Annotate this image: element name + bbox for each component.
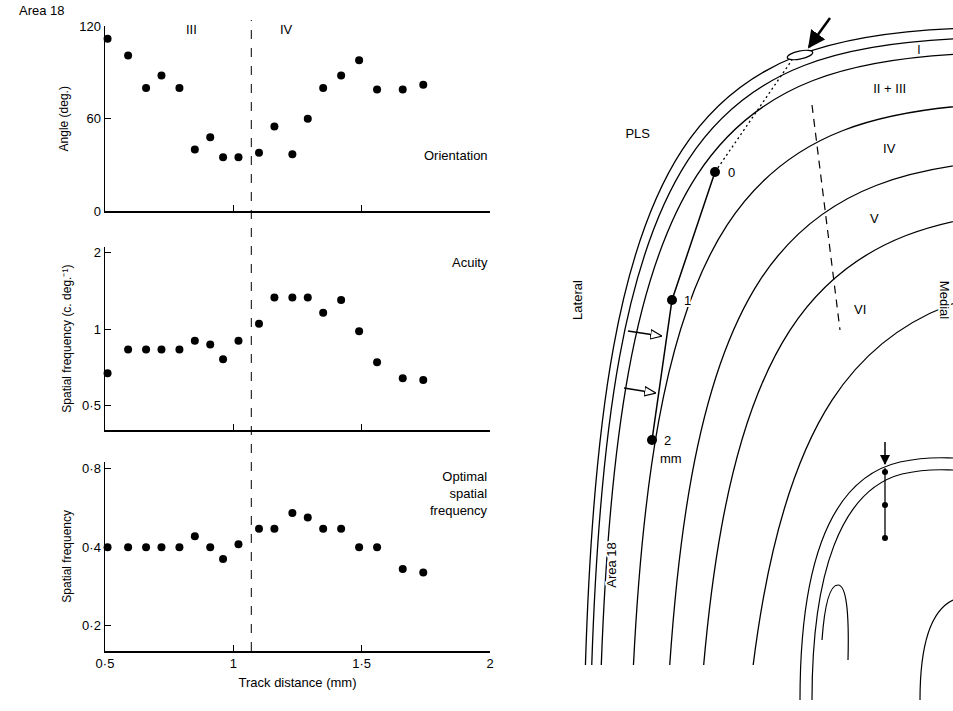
svg-text:VI: VI: [854, 302, 866, 317]
svg-text:Angle (deg.): Angle (deg.): [57, 86, 71, 151]
svg-text:120: 120: [79, 19, 101, 34]
svg-text:Spatial frequency (c. deg.⁻¹): Spatial frequency (c. deg.⁻¹): [60, 265, 74, 413]
svg-text:0·5: 0·5: [82, 398, 101, 413]
svg-text:0·8: 0·8: [82, 461, 101, 476]
svg-text:1: 1: [684, 293, 691, 308]
svg-text:PLS: PLS: [625, 126, 650, 141]
svg-text:0·5: 0·5: [96, 656, 115, 671]
svg-text:0: 0: [94, 204, 101, 219]
svg-text:1: 1: [94, 322, 101, 337]
svg-text:I: I: [917, 43, 920, 57]
svg-text:1·5: 1·5: [352, 656, 371, 671]
svg-text:0·2: 0·2: [82, 618, 101, 633]
svg-text:Acuity: Acuity: [452, 255, 488, 270]
svg-text:Lateral: Lateral: [570, 280, 585, 320]
svg-text:Area 18: Area 18: [604, 542, 619, 588]
svg-text:2: 2: [664, 433, 671, 448]
svg-text:0: 0: [728, 165, 735, 180]
svg-text:IV: IV: [883, 141, 896, 156]
svg-text:Area 18: Area 18: [19, 3, 65, 18]
svg-text:Orientation: Orientation: [424, 148, 488, 163]
svg-text:IV: IV: [280, 22, 293, 37]
svg-text:Optimalspatialfrequency: Optimalspatialfrequency: [430, 469, 488, 518]
svg-text:Medial: Medial: [937, 281, 952, 319]
svg-text:0·4: 0·4: [82, 540, 101, 555]
svg-text:2: 2: [486, 656, 493, 671]
svg-text:1: 1: [230, 656, 237, 671]
svg-text:60: 60: [86, 111, 100, 126]
svg-text:II + III: II + III: [873, 81, 906, 96]
svg-text:V: V: [870, 211, 879, 226]
svg-text:2: 2: [94, 245, 101, 260]
svg-text:III: III: [186, 22, 197, 37]
svg-text:Spatial frequency: Spatial frequency: [60, 510, 74, 603]
svg-text:mm: mm: [660, 451, 682, 466]
svg-text:Track distance (mm): Track distance (mm): [239, 675, 357, 690]
